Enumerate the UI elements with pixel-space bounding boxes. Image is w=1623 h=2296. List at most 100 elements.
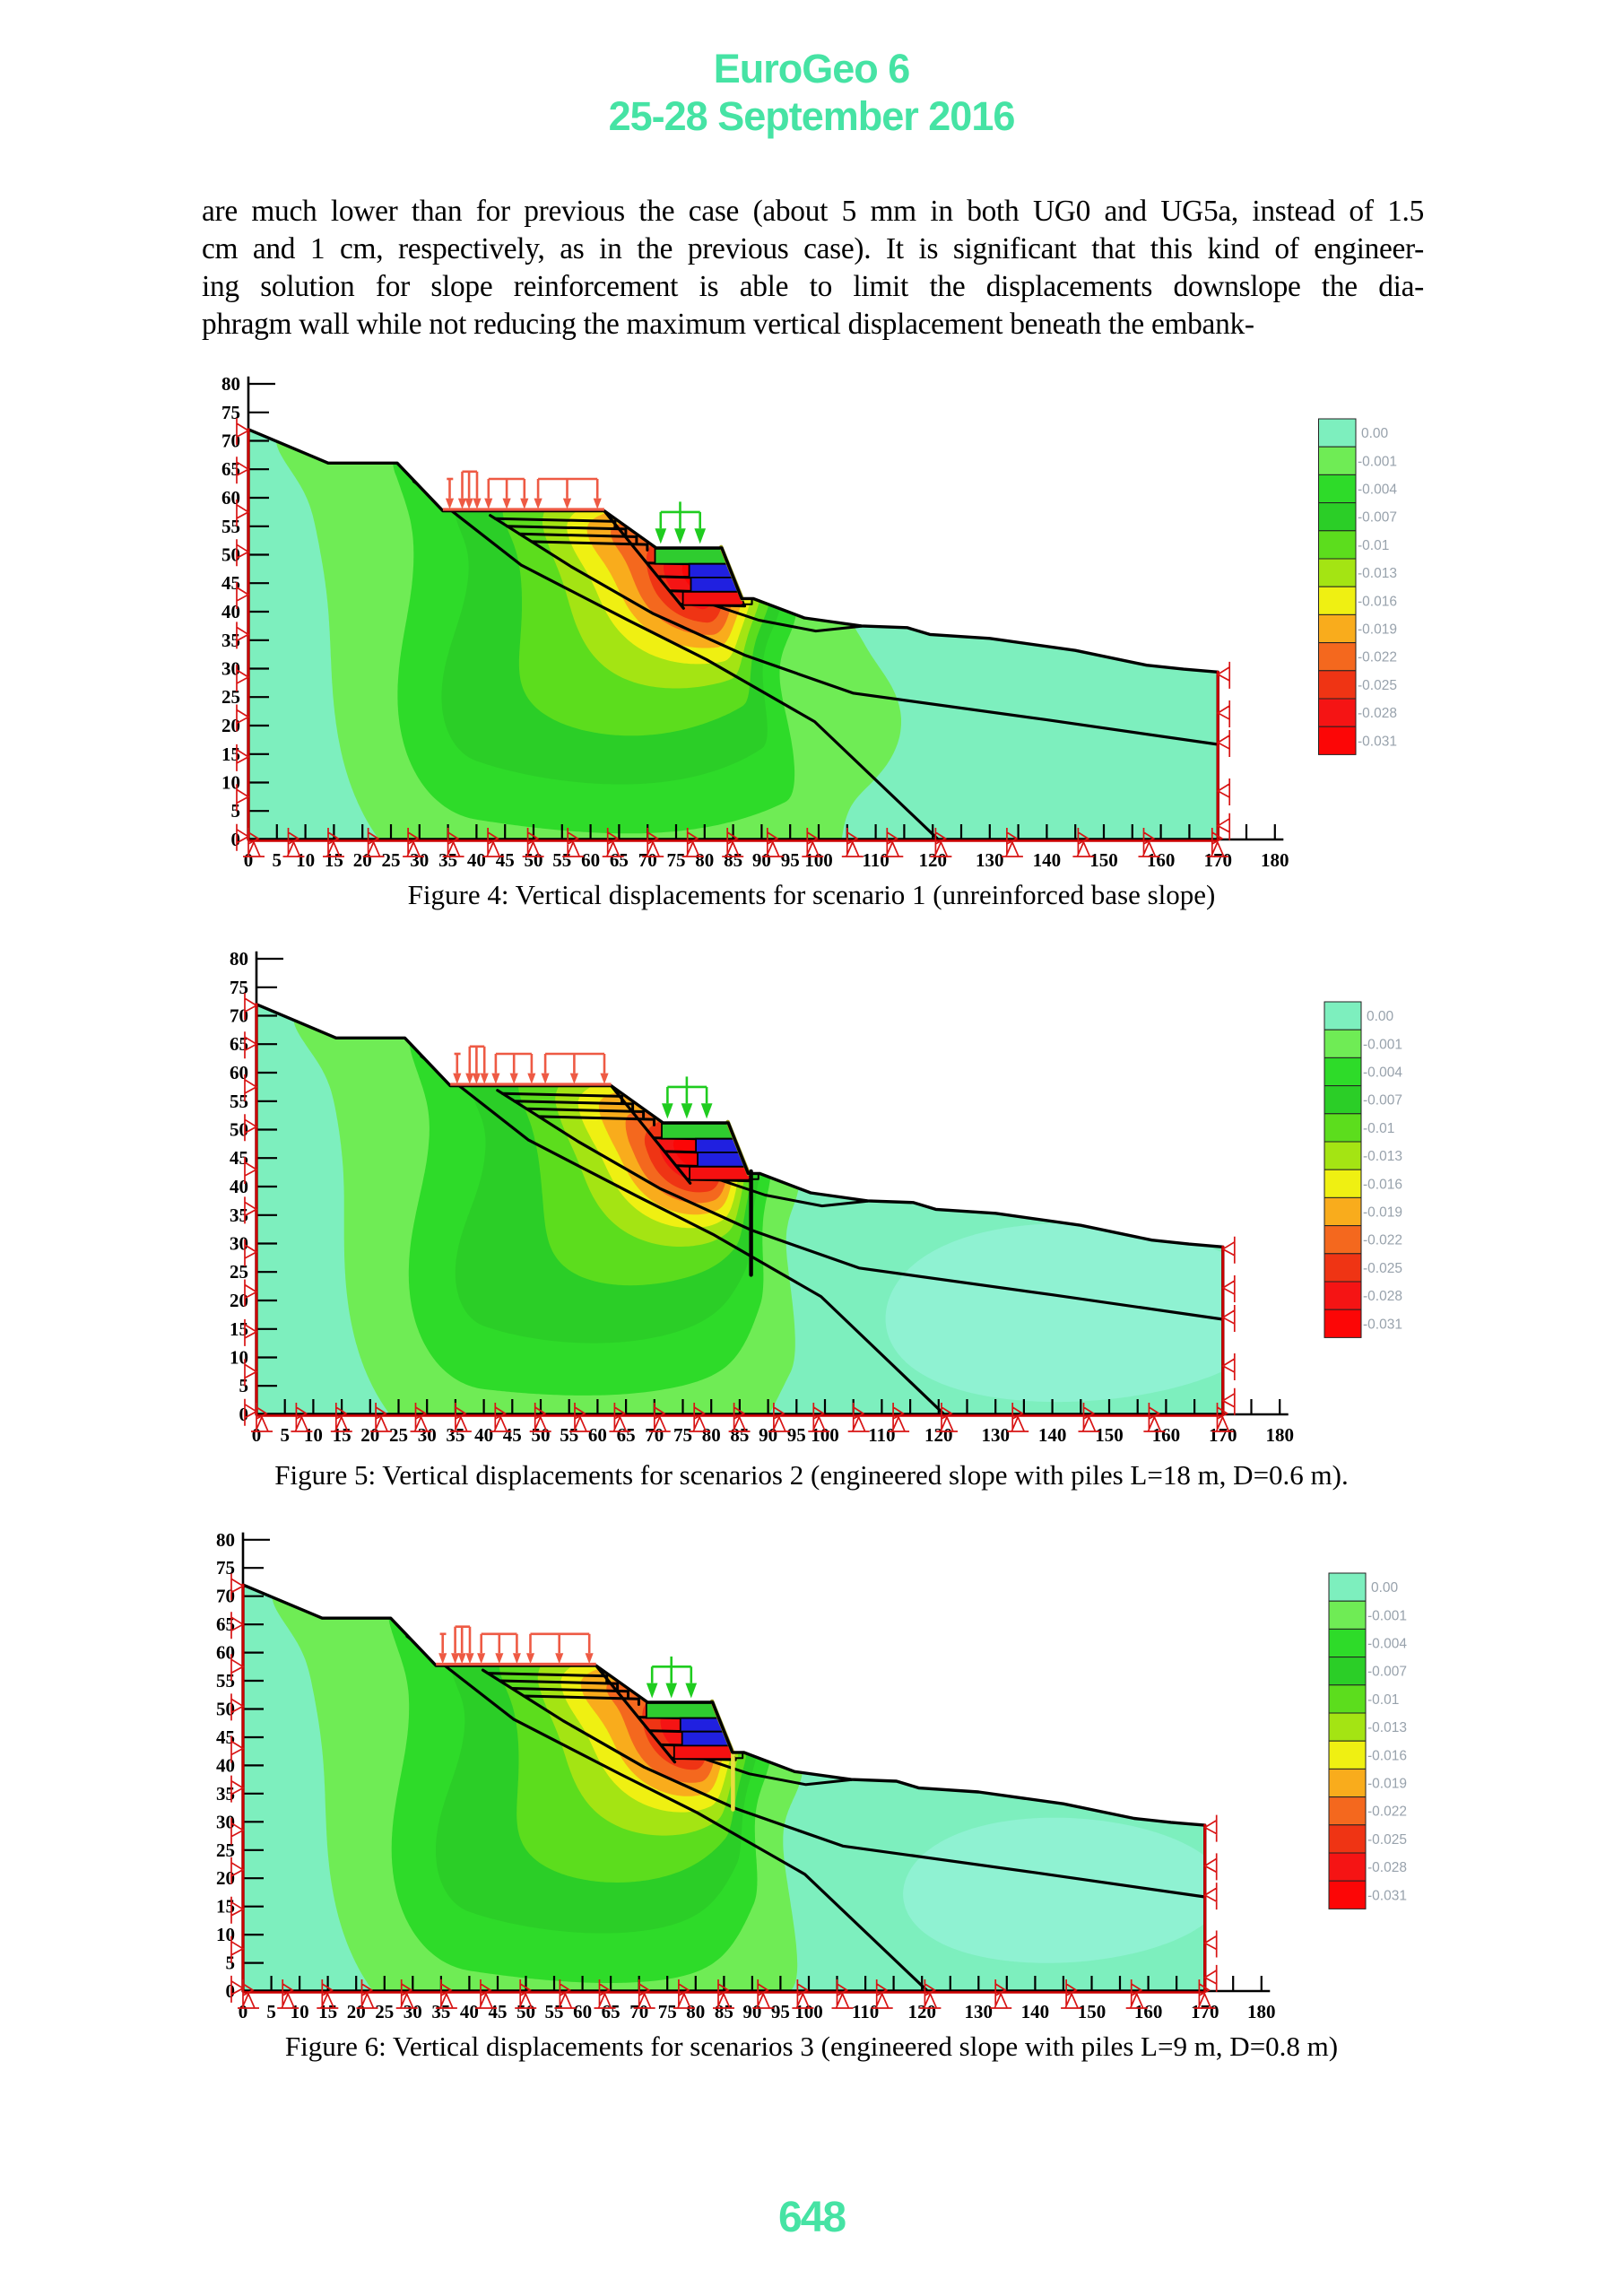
svg-text:-0.022: -0.022 (1367, 1805, 1407, 1820)
svg-text:-0.028: -0.028 (1358, 706, 1397, 721)
svg-text:60: 60 (588, 1424, 607, 1446)
svg-text:110: 110 (852, 2001, 879, 2022)
svg-text:180: 180 (1261, 849, 1289, 871)
svg-text:15: 15 (325, 849, 343, 871)
svg-text:25: 25 (382, 849, 401, 871)
svg-text:80: 80 (686, 2001, 705, 2022)
svg-text:160: 160 (1152, 1424, 1181, 1446)
svg-text:45: 45 (230, 1147, 248, 1169)
svg-text:35: 35 (221, 630, 240, 651)
svg-text:50: 50 (221, 544, 240, 566)
svg-text:40: 40 (216, 1754, 235, 1776)
svg-text:50: 50 (525, 849, 543, 871)
svg-text:45: 45 (221, 572, 240, 594)
svg-text:-0.013: -0.013 (1363, 1149, 1402, 1164)
svg-text:-0.001: -0.001 (1363, 1037, 1402, 1052)
svg-text:-0.007: -0.007 (1358, 510, 1397, 526)
svg-text:120: 120 (918, 849, 947, 871)
svg-text:50: 50 (516, 2001, 535, 2022)
svg-text:15: 15 (216, 1896, 235, 1918)
svg-text:60: 60 (573, 2001, 592, 2022)
svg-text:0: 0 (244, 849, 254, 871)
svg-text:80: 80 (221, 373, 240, 395)
svg-text:30: 30 (230, 1233, 248, 1255)
svg-text:40: 40 (460, 2001, 479, 2022)
svg-text:120: 120 (924, 1424, 953, 1446)
svg-text:-0.001: -0.001 (1367, 1608, 1407, 1623)
svg-text:40: 40 (474, 1424, 493, 1446)
svg-text:10: 10 (221, 772, 240, 794)
svg-text:170: 170 (1209, 1424, 1237, 1446)
svg-text:-0.016: -0.016 (1363, 1177, 1402, 1192)
svg-text:130: 130 (965, 2001, 994, 2022)
svg-text:55: 55 (221, 516, 240, 537)
svg-text:70: 70 (638, 849, 657, 871)
svg-text:25: 25 (221, 686, 240, 708)
svg-text:35: 35 (230, 1205, 248, 1226)
svg-text:85: 85 (715, 2001, 733, 2022)
svg-text:100: 100 (811, 1424, 839, 1446)
svg-text:45: 45 (496, 849, 515, 871)
svg-text:35: 35 (446, 1424, 464, 1446)
svg-text:35: 35 (438, 849, 457, 871)
svg-text:0: 0 (239, 2001, 248, 2022)
svg-text:-0.025: -0.025 (1367, 1832, 1407, 1848)
svg-text:-0.019: -0.019 (1358, 622, 1397, 638)
svg-text:75: 75 (667, 849, 686, 871)
svg-text:10: 10 (230, 1347, 248, 1369)
svg-text:80: 80 (230, 948, 248, 970)
svg-text:50: 50 (532, 1424, 551, 1446)
svg-text:65: 65 (221, 458, 240, 480)
svg-text:60: 60 (221, 487, 240, 509)
svg-text:70: 70 (216, 1586, 235, 1607)
svg-text:60: 60 (581, 849, 600, 871)
svg-text:30: 30 (216, 1811, 235, 1832)
svg-text:20: 20 (353, 849, 372, 871)
svg-text:15: 15 (230, 1318, 248, 1340)
svg-text:130: 130 (981, 1424, 1010, 1446)
svg-text:50: 50 (216, 1699, 235, 1720)
svg-text:-0.01: -0.01 (1363, 1121, 1394, 1136)
svg-text:0.00: 0.00 (1367, 1009, 1394, 1024)
svg-text:110: 110 (862, 849, 889, 871)
svg-text:70: 70 (629, 2001, 648, 2022)
svg-text:-0.025: -0.025 (1358, 678, 1397, 693)
svg-text:90: 90 (752, 849, 771, 871)
svg-text:0: 0 (226, 1980, 236, 2002)
svg-text:-0.001: -0.001 (1358, 454, 1397, 469)
svg-text:75: 75 (673, 1424, 692, 1446)
svg-text:15: 15 (318, 2001, 337, 2022)
svg-text:95: 95 (771, 2001, 790, 2022)
svg-text:150: 150 (1089, 849, 1118, 871)
svg-text:170: 170 (1191, 2001, 1219, 2022)
svg-text:30: 30 (404, 2001, 422, 2022)
svg-text:-0.028: -0.028 (1367, 1860, 1407, 1875)
svg-text:-0.028: -0.028 (1363, 1289, 1402, 1304)
svg-text:25: 25 (375, 2001, 394, 2022)
svg-text:100: 100 (794, 2001, 823, 2022)
svg-text:20: 20 (216, 1867, 235, 1889)
svg-text:150: 150 (1078, 2001, 1107, 2022)
svg-text:95: 95 (787, 1424, 806, 1446)
svg-text:40: 40 (230, 1176, 248, 1197)
svg-text:25: 25 (230, 1261, 248, 1283)
svg-text:75: 75 (216, 1557, 235, 1578)
svg-text:10: 10 (296, 849, 315, 871)
svg-text:-0.031: -0.031 (1358, 734, 1397, 749)
svg-text:-0.016: -0.016 (1367, 1748, 1407, 1763)
svg-text:30: 30 (221, 658, 240, 680)
svg-text:0: 0 (231, 829, 241, 850)
svg-text:70: 70 (645, 1424, 664, 1446)
svg-text:80: 80 (695, 849, 714, 871)
svg-text:140: 140 (1021, 2001, 1050, 2022)
svg-text:0.00: 0.00 (1371, 1580, 1399, 1596)
svg-text:70: 70 (221, 430, 240, 452)
svg-text:40: 40 (467, 849, 486, 871)
svg-text:35: 35 (431, 2001, 450, 2022)
svg-text:20: 20 (221, 715, 240, 736)
svg-text:15: 15 (221, 744, 240, 765)
svg-text:-0.016: -0.016 (1358, 594, 1397, 609)
svg-text:5: 5 (273, 849, 282, 871)
svg-text:5: 5 (266, 2001, 276, 2022)
svg-text:75: 75 (658, 2001, 677, 2022)
